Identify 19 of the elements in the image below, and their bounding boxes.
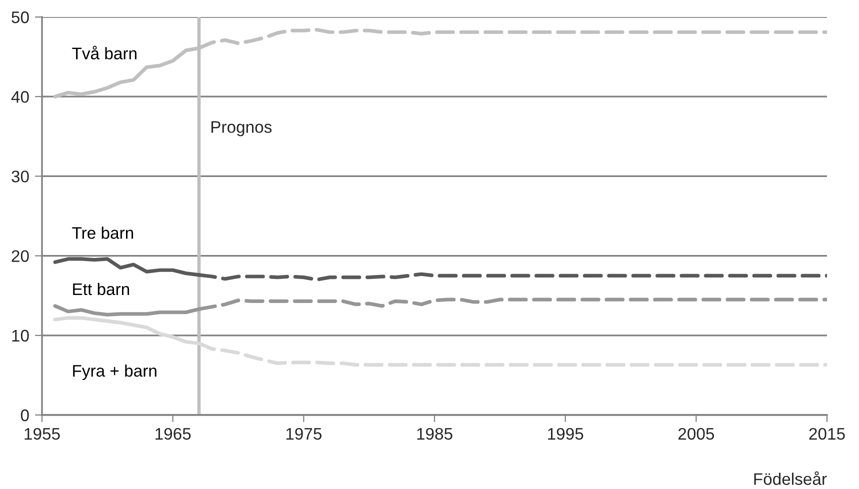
ref-line-label: Prognos: [211, 121, 272, 136]
x-tick-label: 1975: [286, 428, 322, 440]
series-label: Ett barn: [73, 282, 130, 296]
series-label: Fyra + barn: [73, 364, 156, 380]
y-tick-label: 40: [11, 91, 29, 103]
y-tick-label: 50: [12, 11, 29, 24]
x-tick-label: 2015: [809, 428, 845, 440]
y-tick-label: 30: [12, 170, 29, 182]
series-label: Tre barn: [72, 226, 134, 239]
series-label: Två barn: [72, 46, 136, 60]
y-tick-label: 0: [20, 409, 29, 422]
x-tick-label: 1985: [417, 428, 452, 440]
y-tick-label: 20: [12, 250, 29, 262]
x-tick-label: 1955: [24, 428, 60, 440]
x-tick-label: 1965: [156, 428, 191, 440]
x-axis-title: Födelseår: [754, 471, 827, 485]
x-tick-label: 1995: [548, 428, 584, 440]
x-tick-label: 2005: [678, 428, 714, 440]
y-tick-label: 10: [12, 330, 29, 342]
